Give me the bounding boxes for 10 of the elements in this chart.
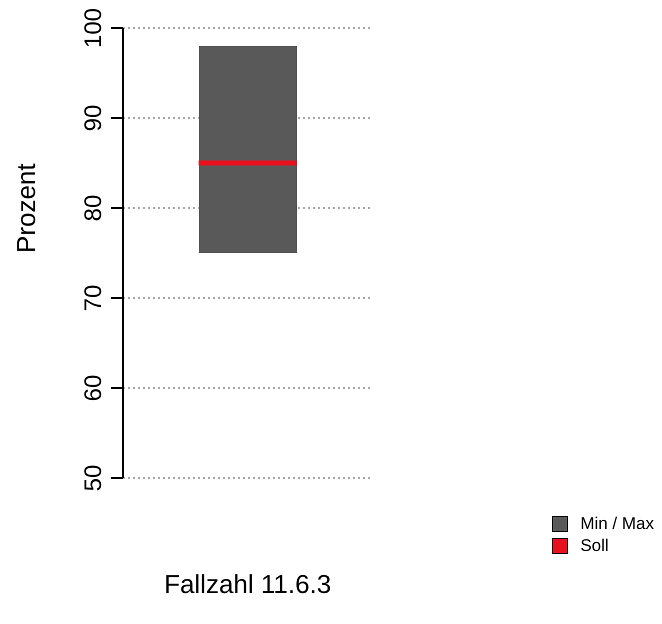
y-tick-label: 60 — [80, 374, 107, 402]
y-axis-title: Prozent — [11, 162, 42, 253]
x-axis-title: Fallzahl 11.6.3 — [164, 569, 332, 599]
y-tick-label: 70 — [80, 284, 107, 312]
y-tick-label: 80 — [80, 194, 107, 222]
y-tick-label: 90 — [80, 104, 107, 132]
legend-label: Min / Max — [580, 514, 654, 534]
y-tick-label: 50 — [80, 464, 107, 492]
legend-label: Soll — [580, 536, 609, 556]
y-tick-label: 100 — [80, 8, 107, 48]
